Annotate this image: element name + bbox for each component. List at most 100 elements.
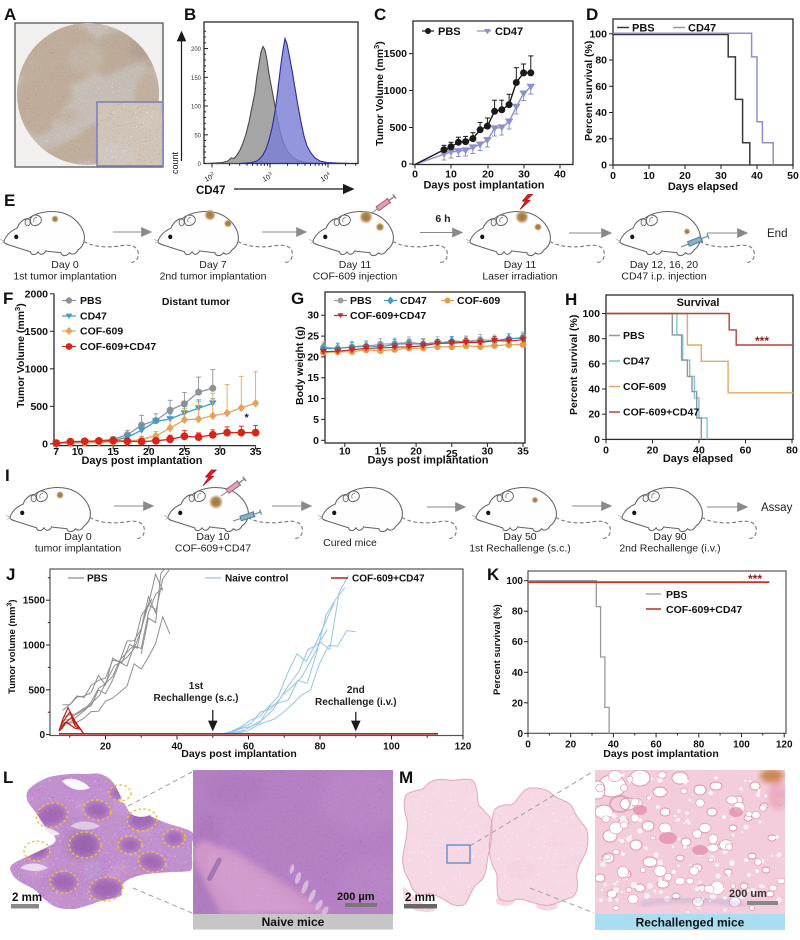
svg-text:100: 100 [383,742,400,753]
svg-text:PBS: PBS [350,295,372,307]
svg-text:B: B [184,5,196,24]
svg-text:20: 20 [410,446,422,458]
svg-text:COF-609+CD47: COF-609+CD47 [352,574,425,585]
svg-text:20: 20 [307,351,319,363]
svg-text:20: 20 [588,409,600,421]
svg-text:6 h: 6 h [435,213,450,225]
svg-text:500: 500 [28,685,45,696]
svg-text:40: 40 [693,444,705,456]
svg-text:25: 25 [179,446,191,458]
svg-text:Rechallenge (i.v.): Rechallenge (i.v.) [315,697,397,708]
svg-text:0: 0 [412,169,418,181]
svg-text:Day 90: Day 90 [653,531,686,543]
svg-text:0: 0 [601,160,607,172]
svg-text:1st: 1st [189,681,204,692]
svg-text:60: 60 [243,742,255,753]
svg-text:120: 120 [776,739,793,750]
svg-text:100: 100 [582,308,600,320]
svg-text:CD47 i.p. injection: CD47 i.p. injection [621,271,706,283]
svg-text:80: 80 [314,742,326,753]
svg-text:120: 120 [455,742,472,753]
svg-text:40: 40 [608,739,620,750]
svg-text:200: 200 [191,47,202,53]
svg-text:0: 0 [517,729,523,740]
svg-text:7: 7 [53,446,59,458]
svg-text:1500: 1500 [25,326,49,338]
svg-text:40: 40 [171,742,183,753]
svg-text:50: 50 [787,170,799,182]
svg-text:40: 40 [512,668,524,679]
svg-text:CD47: CD47 [400,295,427,307]
svg-text:Distant tumor: Distant tumor [162,296,230,308]
svg-text:0: 0 [42,438,48,450]
svg-text:Day 7: Day 7 [199,259,227,271]
svg-text:10: 10 [643,170,655,182]
svg-text:2 mm: 2 mm [12,892,42,904]
svg-text:60: 60 [588,358,600,370]
svg-text:0: 0 [594,434,600,446]
svg-text:PBS: PBS [87,574,108,585]
svg-text:60: 60 [740,444,752,456]
svg-text:5: 5 [313,414,319,426]
svg-text:100: 100 [506,576,523,587]
svg-text:count: count [170,151,180,174]
svg-text:0: 0 [39,730,45,741]
svg-text:Rechallenge (s.c.): Rechallenge (s.c.) [153,693,238,704]
svg-text:A: A [4,5,16,24]
svg-text:Days post implantation: Days post implantation [181,748,297,760]
svg-text:20: 20 [512,698,524,709]
svg-text:0: 0 [198,162,202,168]
svg-text:CD47: CD47 [196,185,225,197]
svg-text:60: 60 [512,637,524,648]
svg-text:200 um: 200 um [729,888,767,900]
svg-text:1st tumor implantation: 1st tumor implantation [13,271,116,283]
svg-text:103: 103 [261,171,275,184]
svg-text:1000: 1000 [384,85,408,97]
svg-text:30: 30 [307,310,319,322]
svg-text:Percent survival (%): Percent survival (%) [492,604,503,695]
svg-text:PBS: PBS [438,26,461,38]
svg-text:Rechallenged mice: Rechallenged mice [636,916,745,930]
svg-text:CD47: CD47 [688,23,716,35]
svg-text:F: F [3,289,13,308]
svg-text:10: 10 [339,446,351,458]
svg-text:PBS: PBS [623,330,645,342]
svg-text:80: 80 [512,607,524,618]
svg-text:Laser irradiation: Laser irradiation [482,271,557,283]
svg-text:80: 80 [595,55,607,67]
svg-text:40: 40 [554,169,566,181]
svg-text:Percent survival (%): Percent survival (%) [583,41,595,141]
svg-text:20: 20 [100,742,112,753]
svg-text:100: 100 [733,739,750,750]
svg-text:30: 30 [518,169,530,181]
svg-text:1000: 1000 [25,363,49,375]
svg-text:2 mm: 2 mm [405,892,435,904]
svg-text:60: 60 [595,81,607,93]
svg-text:10: 10 [307,393,319,405]
svg-text:Tumor Volume (mm3): Tumor Volume (mm3) [13,303,27,408]
svg-text:K: K [487,565,500,584]
svg-text:Cured mice: Cured mice [323,537,377,549]
svg-text:1000: 1000 [23,641,46,652]
svg-text:COF-609+CD47: COF-609+CD47 [666,604,742,616]
svg-text:Day 12, 16, 20: Day 12, 16, 20 [630,259,698,271]
svg-text:PBS: PBS [632,23,655,35]
svg-text:100: 100 [589,28,607,40]
svg-text:Days post implantation: Days post implantation [367,455,488,467]
svg-text:COF-609 injection: COF-609 injection [313,271,398,283]
svg-text:L: L [3,768,13,787]
svg-text:15: 15 [375,446,387,458]
svg-text:102: 102 [203,171,217,184]
svg-text:Day 11: Day 11 [504,259,537,271]
svg-text:0: 0 [603,444,609,456]
svg-text:0: 0 [610,170,616,182]
svg-text:COF-609+CD47: COF-609+CD47 [175,543,251,555]
svg-text:2nd tumor implantation: 2nd tumor implantation [160,271,267,283]
svg-text:10: 10 [72,446,84,458]
svg-text:COF-609+CD47: COF-609+CD47 [623,407,699,419]
svg-text:20: 20 [482,169,494,181]
svg-text:***: *** [755,334,769,348]
svg-text:tumor implantation: tumor implantation [35,543,122,555]
svg-text:D: D [586,5,598,24]
svg-text:10: 10 [445,169,457,181]
